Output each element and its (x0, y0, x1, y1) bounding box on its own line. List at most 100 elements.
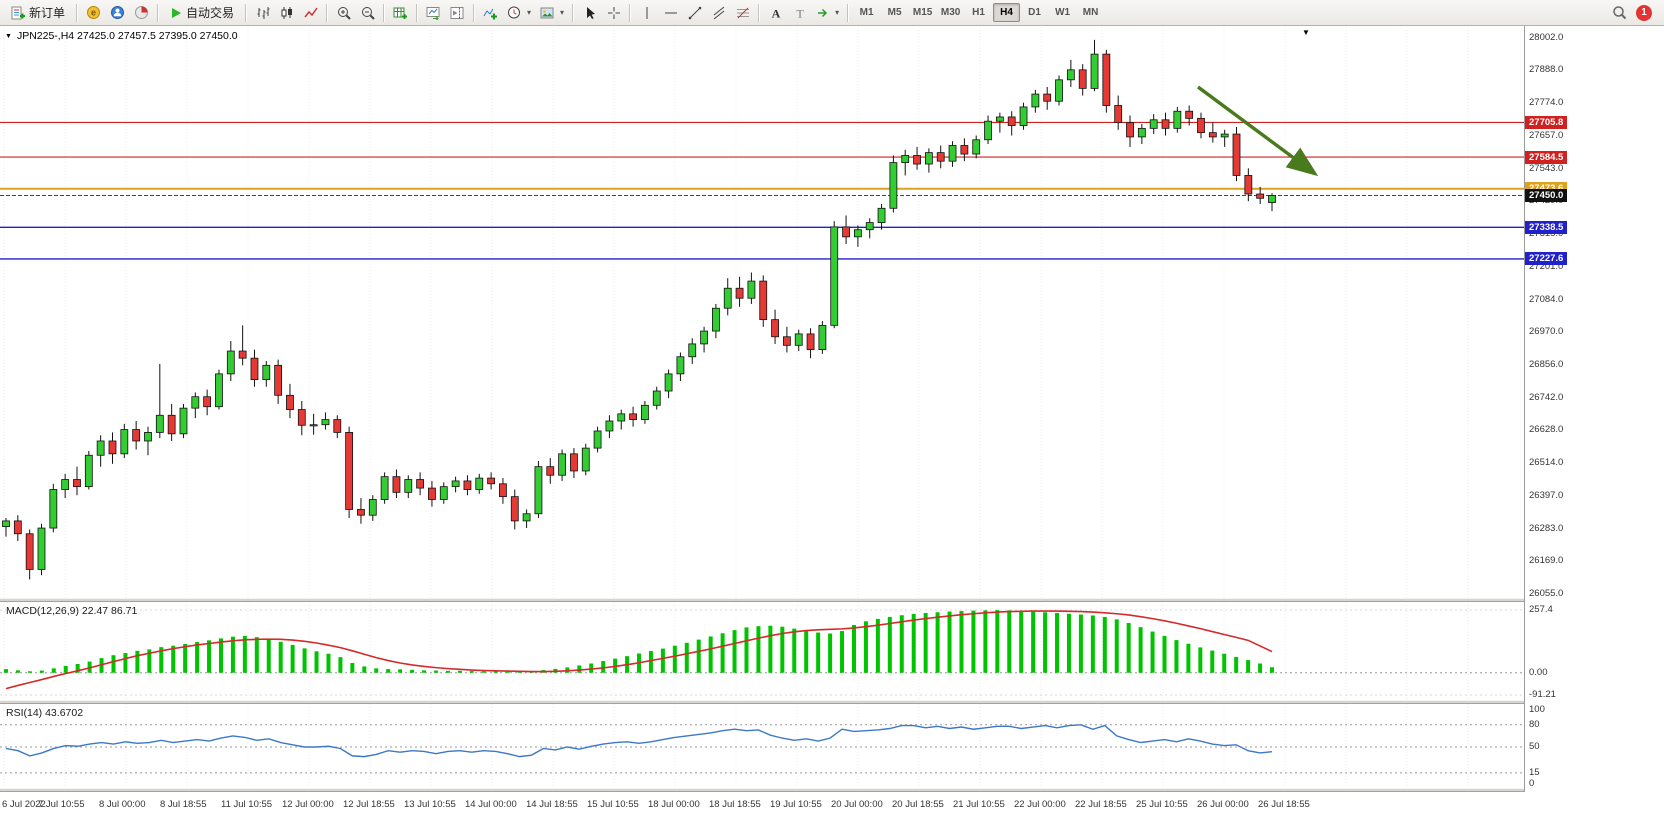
new-chart-button[interactable] (389, 2, 412, 23)
notification-badge[interactable]: 1 (1636, 4, 1652, 21)
chevron-down-icon: ▾ (527, 8, 532, 17)
time-axis-label: 20 Jul 00:00 (831, 799, 883, 810)
indicators-button[interactable] (479, 2, 502, 23)
price-axis[interactable]: 28002.027888.027774.027657.027543.027429… (1524, 26, 1664, 792)
rsi-panel[interactable] (0, 704, 1524, 788)
trend-arrow (1196, 85, 1319, 177)
timeframe-button-d1[interactable]: D1 (1021, 3, 1048, 22)
price-line-badge: 27705.8 (1525, 115, 1568, 129)
zoom-out-icon (361, 6, 375, 20)
market-button[interactable] (106, 2, 129, 23)
timeframe-button-m15[interactable]: M15 (909, 3, 936, 22)
price-axis-label: 26055.0 (1529, 587, 1564, 599)
cursor-button[interactable] (578, 2, 601, 23)
time-axis-label: 14 Jul 00:00 (465, 799, 517, 810)
macd-axis-label: 257.4 (1529, 604, 1553, 615)
community-icon (135, 6, 149, 19)
text-label-icon: T (796, 6, 804, 20)
toolbar: 新订单 e 自动交易 ▾ (0, 0, 1664, 26)
timeframe-button-w1[interactable]: W1 (1049, 3, 1076, 22)
line-chart-button[interactable] (299, 2, 322, 23)
toolbar-separator (383, 3, 386, 22)
time-axis-label: 25 Jul 10:55 (1136, 799, 1188, 810)
channel-button[interactable] (707, 2, 730, 23)
macd-label: MACD(12,26,9) 22.47 86.71 (6, 605, 138, 617)
price-axis-label: 26283.0 (1529, 522, 1564, 534)
time-axis-label: 8 Jul 00:00 (99, 799, 146, 810)
svg-text:A: A (771, 6, 780, 20)
price-line-badge: 27584.5 (1525, 150, 1568, 164)
candlestick-plot[interactable] (0, 27, 1524, 598)
rsi-axis-label: 0 (1529, 778, 1535, 789)
price-axis-label: 27543.0 (1529, 162, 1564, 174)
text-label-button[interactable]: T (788, 2, 811, 23)
toolbar-separator (473, 3, 476, 22)
metaeditor-button[interactable]: e (82, 2, 105, 23)
macd-panel[interactable] (0, 602, 1524, 700)
community-button[interactable] (130, 2, 153, 23)
toolbar-separator (157, 3, 160, 22)
toolbar-separator (629, 3, 632, 22)
autotrading-button[interactable]: 自动交易 (163, 2, 241, 23)
time-axis-label: 19 Jul 10:55 (770, 799, 822, 810)
new-order-button[interactable]: 新订单 (4, 2, 72, 23)
candlesticks-icon (281, 6, 292, 19)
toolbar-separator (416, 3, 419, 22)
time-axis-label: 12 Jul 18:55 (343, 799, 395, 810)
panel-divider[interactable] (0, 598, 1664, 602)
fibonacci-button[interactable] (731, 2, 754, 23)
zoom-out-button[interactable] (356, 2, 379, 23)
rsi-axis-label: 80 (1529, 718, 1540, 730)
time-axis-label: 18 Jul 00:00 (648, 799, 700, 810)
zoom-in-icon (337, 6, 351, 20)
bars-button[interactable] (251, 2, 274, 23)
rsi-axis-label: 100 (1529, 704, 1545, 715)
time-axis-label: 15 Jul 10:55 (587, 799, 639, 810)
timeframe-group: M1 M5 M15 M30 H1 H4 D1 W1 MN (853, 3, 1104, 22)
chart-shift-button[interactable] (446, 2, 469, 23)
time-axis-label: 7 Jul 10:55 (38, 799, 85, 810)
panel-divider[interactable] (0, 700, 1664, 704)
time-axis-label: 20 Jul 18:55 (892, 799, 944, 810)
rsi-label: RSI(14) 43.6702 (6, 707, 84, 719)
candles (2, 39, 1276, 580)
timeframe-button-h4[interactable]: H4 (993, 3, 1021, 22)
auto-scroll-button[interactable] (422, 2, 445, 23)
arrows-button[interactable]: ▾ (812, 2, 843, 23)
crosshair-button[interactable] (602, 2, 625, 23)
search-button[interactable] (1608, 2, 1631, 23)
crosshair-icon (607, 6, 620, 19)
templates-button[interactable]: ▾ (536, 2, 568, 23)
trendline-button[interactable] (683, 2, 706, 23)
panel-divider[interactable] (0, 788, 1664, 792)
price-line-badge: 27338.5 (1525, 220, 1568, 234)
timeframe-button-m1[interactable]: M1 (853, 3, 880, 22)
chart-window: ▼ JPN225-,H4 27425.0 27457.5 27395.0 274… (0, 26, 1664, 840)
toolbar-separator (572, 3, 575, 22)
chart-ohlc-title: ▼ JPN225-,H4 27425.0 27457.5 27395.0 274… (5, 30, 238, 42)
zoom-in-button[interactable] (332, 2, 355, 23)
time-axis-label: 22 Jul 18:55 (1075, 799, 1127, 810)
arrows-icon (818, 8, 828, 17)
periods-button[interactable]: ▾ (503, 2, 535, 23)
hline-objects (0, 121, 1524, 260)
timeframe-button-h1[interactable]: H1 (965, 3, 992, 22)
timeframe-button-m30[interactable]: M30 (937, 3, 964, 22)
horizontal-line-button[interactable] (659, 2, 682, 23)
bars-icon (257, 6, 270, 19)
text-button[interactable]: A (764, 2, 787, 23)
vertical-line-button[interactable] (635, 2, 658, 23)
time-axis-label: 14 Jul 18:55 (526, 799, 578, 810)
ohlc-expand-arrow[interactable]: ▼ (5, 32, 12, 40)
toolbar-separator (326, 3, 329, 22)
timeframe-button-mn[interactable]: MN (1077, 3, 1104, 22)
fibonacci-icon (736, 7, 749, 18)
line-chart-icon (303, 7, 318, 17)
time-axis-label: 22 Jul 00:00 (1014, 799, 1066, 810)
new-order-label: 新订单 (29, 6, 66, 20)
time-axis[interactable]: 6 Jul 2022 7 Jul 10:55 8 Jul 00:00 8 Jul 18… (0, 792, 1664, 838)
rsi-axis-label: 50 (1529, 741, 1540, 752)
periods-icon (508, 6, 521, 19)
timeframe-button-m5[interactable]: M5 (881, 3, 908, 22)
candlesticks-button[interactable] (275, 2, 298, 23)
